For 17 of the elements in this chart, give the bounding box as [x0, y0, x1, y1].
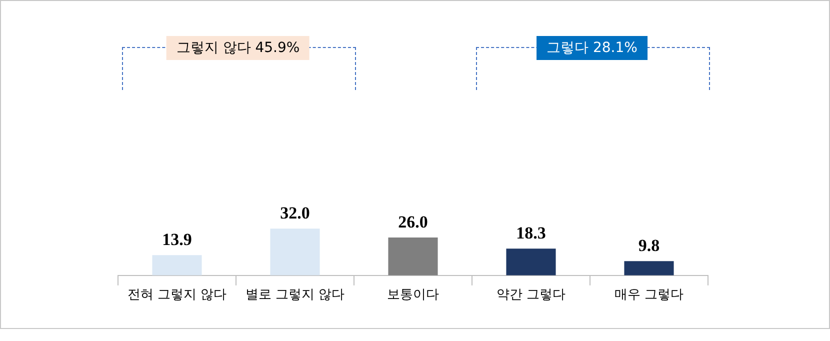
- data-label: 9.8: [638, 236, 660, 255]
- data-label: 26.0: [398, 212, 428, 232]
- bar: [270, 228, 320, 276]
- x-tick-label: 매우 그렇다: [614, 288, 684, 303]
- bar: [506, 248, 556, 276]
- bar: [152, 255, 202, 276]
- x-tick-label: 전혀 그렇지 않다: [127, 288, 227, 303]
- x-tick-label: 별로 그렇지 않다: [245, 288, 345, 303]
- text: 그렇다 28.1%: [536, 36, 648, 60]
- text: 그렇지 않다 45.9%: [166, 36, 310, 60]
- data-label: 18.3: [516, 224, 546, 243]
- x-tick-label: 보통이다: [387, 288, 439, 303]
- x-tick-label: 약간 그렇다: [496, 288, 566, 303]
- data-label: 13.9: [162, 230, 192, 249]
- bar: [388, 237, 438, 276]
- data-label: 32.0: [280, 204, 310, 223]
- bar: [624, 261, 674, 276]
